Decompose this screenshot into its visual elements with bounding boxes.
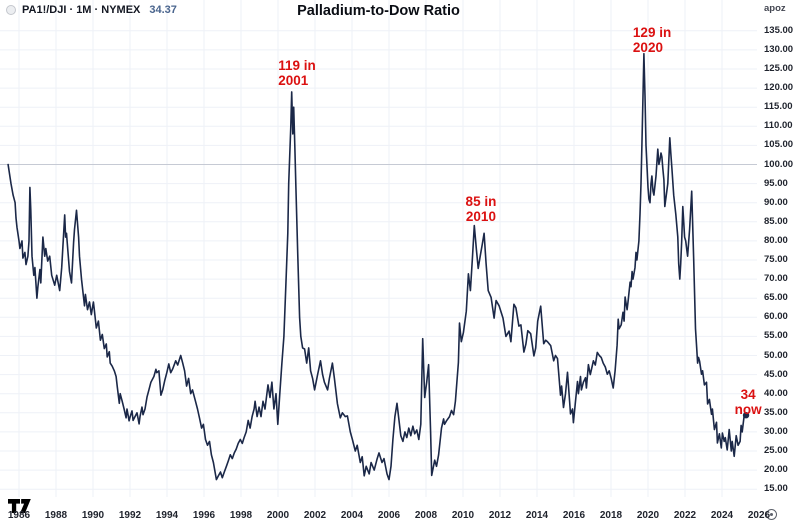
time-scale-label: 2010 [451, 510, 475, 521]
price-scale-label: 65.00 [764, 292, 788, 304]
annotation-now[interactable]: 34 now [735, 387, 762, 417]
tradingview-logo-icon[interactable] [8, 498, 32, 514]
time-scale-label: 2026 [747, 510, 771, 521]
annotation-line: now [734, 402, 762, 418]
time-scale-label: 2018 [599, 510, 623, 521]
time-scale-label: 1988 [44, 510, 68, 521]
annotation-line: 2010 [465, 208, 496, 224]
annotation-2010-peak[interactable]: 85 in 2010 [466, 194, 497, 224]
scale-settings-icon[interactable] [766, 509, 777, 520]
price-scale-unit: apoz [764, 3, 786, 14]
time-scale-label: 1994 [155, 510, 179, 521]
series-marker-icon [6, 5, 16, 15]
time-scale-label: 2002 [303, 510, 327, 521]
chart-canvas[interactable] [0, 0, 757, 497]
time-scale-label: 2016 [562, 510, 586, 521]
last-value-label: 34.37 [149, 4, 177, 16]
grid-layer [0, 0, 757, 497]
annotation-line: 2001 [278, 72, 309, 88]
price-scale-label: 95.00 [764, 177, 788, 189]
chart-plot-area[interactable]: PA1!/DJI · 1M · NYMEX 34.37 Palladium-to… [0, 0, 762, 497]
chart-title: Palladium-to-Dow Ratio [297, 3, 460, 19]
price-scale[interactable]: apoz 135.00 130.00 125.00 120.00 115.00 110.0… [757, 0, 800, 497]
price-scale-label: 70.00 [764, 273, 788, 285]
price-scale-label: 45.00 [764, 368, 788, 380]
price-scale-label: 105.00 [764, 139, 794, 151]
time-scale-label: 2020 [636, 510, 660, 521]
price-scale-label: 55.00 [764, 330, 788, 342]
symbol-description: PA1!/DJI · 1M · NYMEX [22, 4, 141, 16]
time-scale-label: 2000 [266, 510, 290, 521]
time-scale-label: 2006 [377, 510, 401, 521]
price-scale-label: 130.00 [764, 43, 794, 55]
time-scale-label: 1998 [229, 510, 253, 521]
price-scale-label: 120.00 [764, 82, 794, 94]
price-scale-label: 30.00 [764, 425, 788, 437]
price-scale-label: 90.00 [764, 196, 788, 208]
price-scale-label: 80.00 [764, 234, 788, 246]
time-scale-label: 2012 [488, 510, 512, 521]
price-scale-label: 85.00 [764, 215, 788, 227]
time-scale-label: 1990 [81, 510, 105, 521]
annotation-line: 129 in [632, 24, 672, 40]
annotation-line: 119 in [278, 57, 316, 73]
price-scale-label: 60.00 [764, 311, 788, 323]
price-scale-label: 110.00 [764, 120, 793, 132]
price-scale-label: 35.00 [764, 406, 788, 418]
price-scale-label: 15.00 [764, 483, 788, 495]
annotation-2020-peak[interactable]: 129 in 2020 [633, 25, 671, 55]
price-scale-label: 135.00 [764, 24, 794, 36]
last-point-marker [742, 412, 750, 419]
time-scale-label: 2022 [673, 510, 697, 521]
price-scale-label: 40.00 [764, 387, 788, 399]
time-scale-label: 2024 [710, 510, 734, 521]
annotation-2001-peak[interactable]: 119 in 2001 [278, 58, 316, 88]
price-scale-label: 20.00 [764, 464, 788, 476]
time-scale-label: 2004 [340, 510, 364, 521]
time-scale[interactable]: 1986 1988 1990 1992 1994 1996 1998 2000 2002 2004… [0, 497, 800, 530]
price-scale-label: 75.00 [764, 254, 788, 265]
time-scale-label: 2014 [525, 510, 549, 521]
annotation-line: 2020 [632, 39, 663, 55]
series-legend[interactable]: PA1!/DJI · 1M · NYMEX 34.37 [6, 4, 177, 16]
time-scale-label: 1996 [192, 510, 216, 521]
time-scale-label: 2008 [414, 510, 438, 521]
series-line[interactable] [7, 52, 747, 481]
price-scale-label: 115.00 [764, 101, 793, 113]
price-scale-label: 100.00 [764, 158, 794, 170]
price-scale-label: 125.00 [764, 63, 794, 74]
annotation-line: 34 [740, 386, 756, 402]
price-scale-label: 50.00 [764, 349, 788, 361]
time-scale-label: 1986 [7, 510, 31, 521]
time-scale-label: 1992 [118, 510, 142, 521]
annotation-line: 85 in [465, 193, 497, 209]
price-scale-label: 25.00 [764, 445, 788, 456]
